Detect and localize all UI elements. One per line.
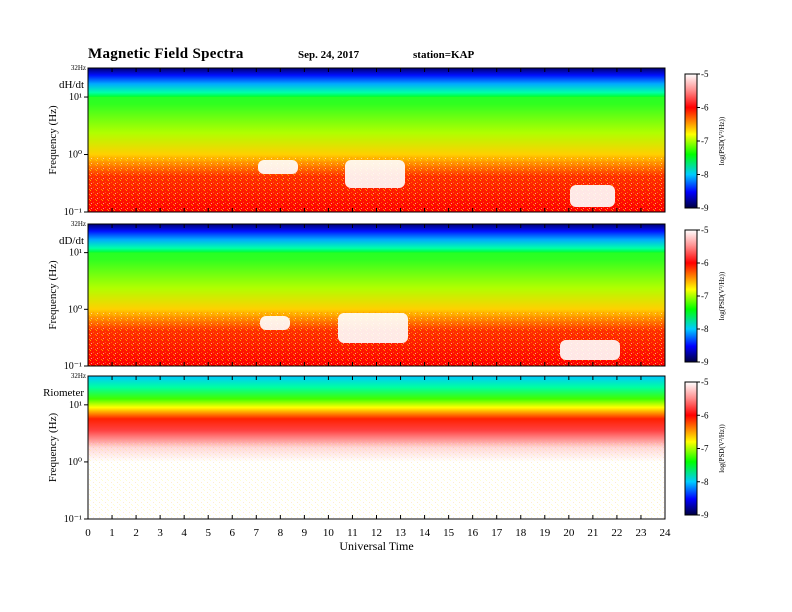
x-tick-label: 2 <box>133 527 139 539</box>
y-top-label: 32Hz <box>71 372 86 380</box>
x-tick-label: 14 <box>419 527 431 539</box>
x-tick-label: 12 <box>371 527 382 539</box>
panel-label: Riometer <box>43 387 84 399</box>
x-tick-label: 7 <box>254 527 260 539</box>
y-tick-label: 10¹ <box>69 92 82 103</box>
panel-label: dH/dt <box>59 79 84 91</box>
x-tick-label: 18 <box>515 527 527 539</box>
x-tick-label: 13 <box>395 527 407 539</box>
x-tick-label: 9 <box>302 527 308 539</box>
y-tick-label: 10⁰ <box>68 304 82 315</box>
y-axis-label: Frequency (Hz) <box>47 105 59 175</box>
spectrogram-upper-band <box>88 68 665 97</box>
colorbar-tick-label: -9 <box>701 510 709 520</box>
saturation-patch <box>338 313 408 343</box>
station-label: station=KAP <box>413 49 475 61</box>
colorbar-tick-label: -7 <box>701 291 709 301</box>
saturation-patch <box>258 160 298 174</box>
x-tick-label: 1 <box>109 527 115 539</box>
colorbar-tick-label: -5 <box>701 69 709 79</box>
spectrogram-upper-band <box>88 224 665 253</box>
x-tick-label: 8 <box>278 527 284 539</box>
y-tick-label: 10⁻¹ <box>64 361 82 372</box>
x-tick-label: 4 <box>181 527 187 539</box>
x-tick-label: 10 <box>323 527 335 539</box>
saturation-patch <box>345 160 405 188</box>
x-axis-label: Universal Time <box>339 539 413 553</box>
y-top-label: 32Hz <box>71 220 86 228</box>
y-tick-label: 10⁰ <box>68 457 82 468</box>
saturation-patch <box>560 340 620 360</box>
colorbar-tick-label: -9 <box>701 357 709 367</box>
colorbar-label: log(PSD(V²/Hz)) <box>718 116 726 165</box>
spectrogram-noise <box>88 440 665 519</box>
saturation-patch <box>570 185 615 207</box>
x-tick-label: 17 <box>491 527 503 539</box>
colorbar <box>684 73 698 209</box>
date-label: Sep. 24, 2017 <box>298 49 360 61</box>
y-tick-label: 10⁻¹ <box>64 207 82 218</box>
spectrogram-panel-3: 10¹ 10⁰ 10⁻¹ 32Hz Riometer Frequency (Hz) -5 -6… <box>43 372 726 525</box>
colorbar-tick-label: -5 <box>701 225 709 235</box>
figure-title: Magnetic Field Spectra <box>88 46 244 62</box>
y-top-label: 32Hz <box>71 64 86 72</box>
spectrogram-panel-1: 10¹ 10⁰ 10⁻¹ 32Hz dH/dt Frequency (Hz) -5 -6 -7 -… <box>47 64 726 218</box>
x-axis: 0 1 2 3 4 5 6 7 8 9 10 11 12 13 14 15 16 17 18 19 20 21 22 23 24… <box>85 527 671 553</box>
x-tick-label: 15 <box>443 527 455 539</box>
colorbar-tick-label: -8 <box>701 324 709 334</box>
colorbar-tick-label: -7 <box>701 136 709 146</box>
y-axis-label: Frequency (Hz) <box>47 260 59 330</box>
colorbar-label: log(PSD(V²/Hz)) <box>718 424 726 473</box>
x-tick-label: 20 <box>563 527 575 539</box>
x-tick-label: 23 <box>635 527 647 539</box>
y-tick-label: 10¹ <box>69 400 82 411</box>
x-tick-label: 3 <box>157 527 163 539</box>
panel-label: dD/dt <box>59 235 84 247</box>
x-tick-label: 22 <box>611 527 622 539</box>
colorbar-tick-label: -5 <box>701 377 709 387</box>
x-tick-label: 5 <box>205 527 211 539</box>
y-tick-label: 10⁻¹ <box>64 514 82 525</box>
colorbar <box>684 229 698 363</box>
colorbar-label: log(PSD(V²/Hz)) <box>718 271 726 320</box>
colorbar-tick-label: -8 <box>701 170 709 180</box>
x-tick-label: 11 <box>347 527 358 539</box>
colorbar-tick-label: -6 <box>701 258 709 268</box>
x-tick-label: 16 <box>467 527 479 539</box>
colorbar-tick-label: -6 <box>701 410 709 420</box>
x-tick-label: 0 <box>85 527 91 539</box>
colorbar-tick-label: -6 <box>701 103 709 113</box>
x-tick-label: 21 <box>587 527 598 539</box>
x-tick-label: 24 <box>660 527 672 539</box>
colorbar-tick-label: -7 <box>701 444 709 454</box>
colorbar-tick-label: -8 <box>701 477 709 487</box>
spectrogram-panel-2: 10¹ 10⁰ 10⁻¹ 32Hz dD/dt Frequency (Hz) -5 -6 -7 -… <box>47 220 726 372</box>
y-tick-label: 10⁰ <box>68 150 82 161</box>
colorbar-tick-label: -9 <box>701 203 709 213</box>
saturation-patch <box>260 316 290 330</box>
y-tick-label: 10¹ <box>69 248 82 259</box>
colorbar <box>684 381 698 516</box>
y-axis-label: Frequency (Hz) <box>47 413 59 483</box>
x-tick-label: 19 <box>539 527 551 539</box>
x-tick-label: 6 <box>230 527 236 539</box>
